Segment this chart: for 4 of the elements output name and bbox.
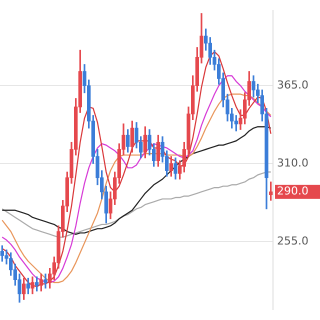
y-tick-label: 365.0 bbox=[277, 78, 308, 92]
y-tick-label: 310.0 bbox=[277, 156, 308, 170]
y-tick-label: 255.0 bbox=[277, 234, 308, 248]
text: 290.0 bbox=[277, 184, 308, 198]
